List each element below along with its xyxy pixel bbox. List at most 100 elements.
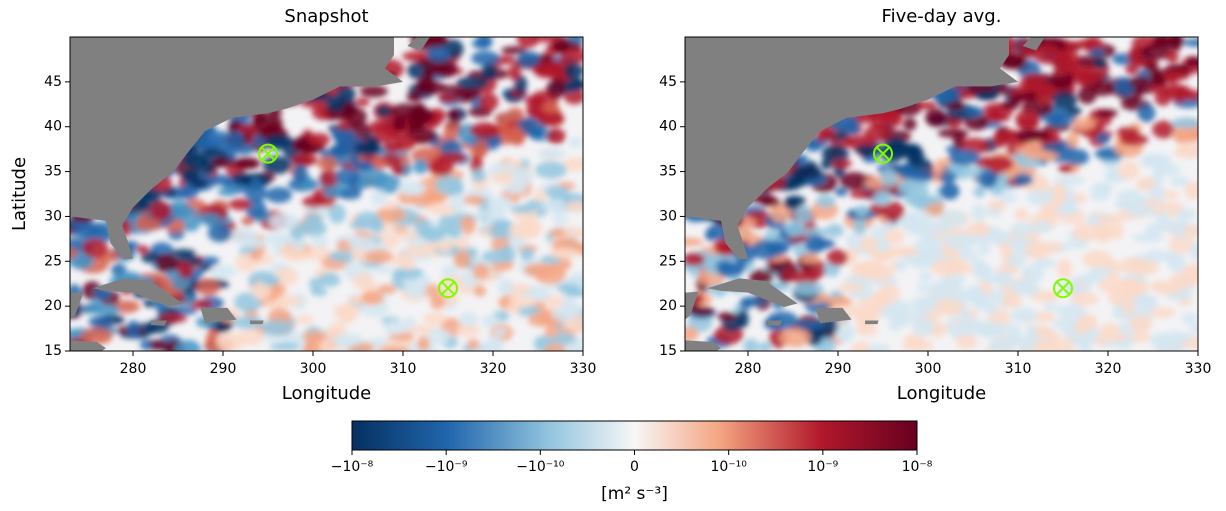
x-tick-label: 280 — [735, 361, 762, 377]
marker-circle — [258, 143, 278, 164]
field-blob — [1038, 203, 1064, 220]
marker-circle — [438, 278, 458, 299]
field-blob — [794, 205, 814, 225]
field-blob — [1082, 250, 1113, 269]
field-blob — [911, 316, 935, 337]
land — [250, 320, 264, 325]
x-tick-label: 290 — [210, 361, 237, 377]
field-blob — [207, 224, 232, 243]
field-blob — [456, 76, 488, 91]
field-blob — [311, 235, 329, 248]
axes-frame — [684, 36, 1199, 352]
field-blob — [71, 222, 102, 238]
y-tick-label: 35 — [659, 164, 677, 180]
field-blob — [318, 272, 341, 287]
y-tick-label: 40 — [659, 119, 677, 135]
field-blob — [992, 271, 1015, 287]
field-blob — [549, 228, 566, 238]
field-blob — [1176, 129, 1191, 143]
field-blob — [482, 249, 512, 264]
field-blob — [196, 278, 220, 296]
y-tick-label: 40 — [44, 119, 62, 135]
field-blob — [375, 207, 407, 223]
field-blob — [1176, 208, 1198, 220]
field-blob — [1035, 86, 1055, 105]
field-blob — [903, 210, 934, 225]
field-blob — [532, 37, 563, 43]
field-blob — [417, 336, 431, 351]
field-blob — [916, 101, 937, 110]
field-blob — [1136, 176, 1156, 192]
field-blob — [882, 201, 905, 222]
panel-title: Five-day avg. — [882, 6, 1002, 27]
field-blob — [328, 203, 346, 224]
field-blob — [437, 243, 452, 253]
field-blob — [792, 281, 825, 297]
field-blob — [1144, 62, 1160, 73]
land — [407, 37, 430, 51]
field-blob — [319, 169, 339, 188]
field-blob — [800, 253, 821, 264]
field-blob — [134, 217, 162, 231]
field-blob — [864, 124, 895, 142]
field-blob — [377, 284, 397, 295]
land — [766, 320, 783, 326]
field-blob — [1137, 103, 1156, 123]
field-blob — [171, 248, 196, 258]
field-blob — [527, 313, 557, 327]
field-blob — [1125, 204, 1157, 218]
field-blob — [515, 305, 542, 317]
field-blob — [384, 200, 398, 210]
x-axis-label: Longitude — [282, 383, 372, 404]
field-blob — [1072, 222, 1101, 242]
x-tick-label: 330 — [570, 361, 597, 377]
field — [685, 37, 1198, 351]
field-blob — [1015, 109, 1040, 129]
field-blob — [988, 337, 1016, 351]
field-blob — [261, 319, 294, 336]
field-blob — [126, 320, 140, 339]
field-blob — [998, 191, 1017, 204]
field-blob — [933, 298, 964, 317]
field-blob — [323, 185, 341, 198]
field-blob — [939, 182, 960, 200]
field-blob — [343, 107, 368, 127]
field-blob — [903, 117, 917, 131]
field-blob — [422, 37, 448, 48]
field-blob — [979, 320, 1004, 337]
axes-frame — [69, 36, 584, 352]
field-blob — [945, 233, 976, 251]
field-blob — [317, 156, 339, 171]
field-blob — [404, 279, 428, 299]
field-blob — [804, 234, 826, 254]
field-blob — [1095, 108, 1119, 118]
field-blob — [228, 130, 245, 151]
field-blob — [1003, 129, 1019, 141]
land — [685, 37, 1018, 260]
field-blob — [487, 195, 513, 213]
colorbar-tick-label: −10⁻⁹ — [425, 459, 468, 475]
field-blob — [233, 157, 261, 170]
field-blob — [855, 308, 868, 320]
field-blob — [1127, 46, 1143, 66]
land — [200, 307, 237, 324]
field-blob — [174, 339, 201, 351]
field-blob — [481, 314, 500, 328]
field-blob — [1160, 190, 1180, 199]
location-marker — [258, 143, 278, 164]
field-blob — [480, 63, 498, 81]
field-blob — [780, 266, 797, 283]
field-blob — [240, 238, 268, 248]
field-blob — [939, 171, 957, 184]
field-blob — [1064, 148, 1090, 166]
field-blob — [1182, 38, 1198, 47]
field-blob — [1055, 204, 1079, 216]
field-blob — [252, 281, 271, 301]
field-blob — [784, 220, 804, 238]
field-blob — [510, 204, 535, 214]
field-blob — [556, 283, 581, 293]
field-blob — [549, 247, 580, 259]
y-axis-label: Latitude — [9, 157, 30, 231]
field-blob — [369, 217, 384, 234]
field-blob — [328, 250, 357, 263]
